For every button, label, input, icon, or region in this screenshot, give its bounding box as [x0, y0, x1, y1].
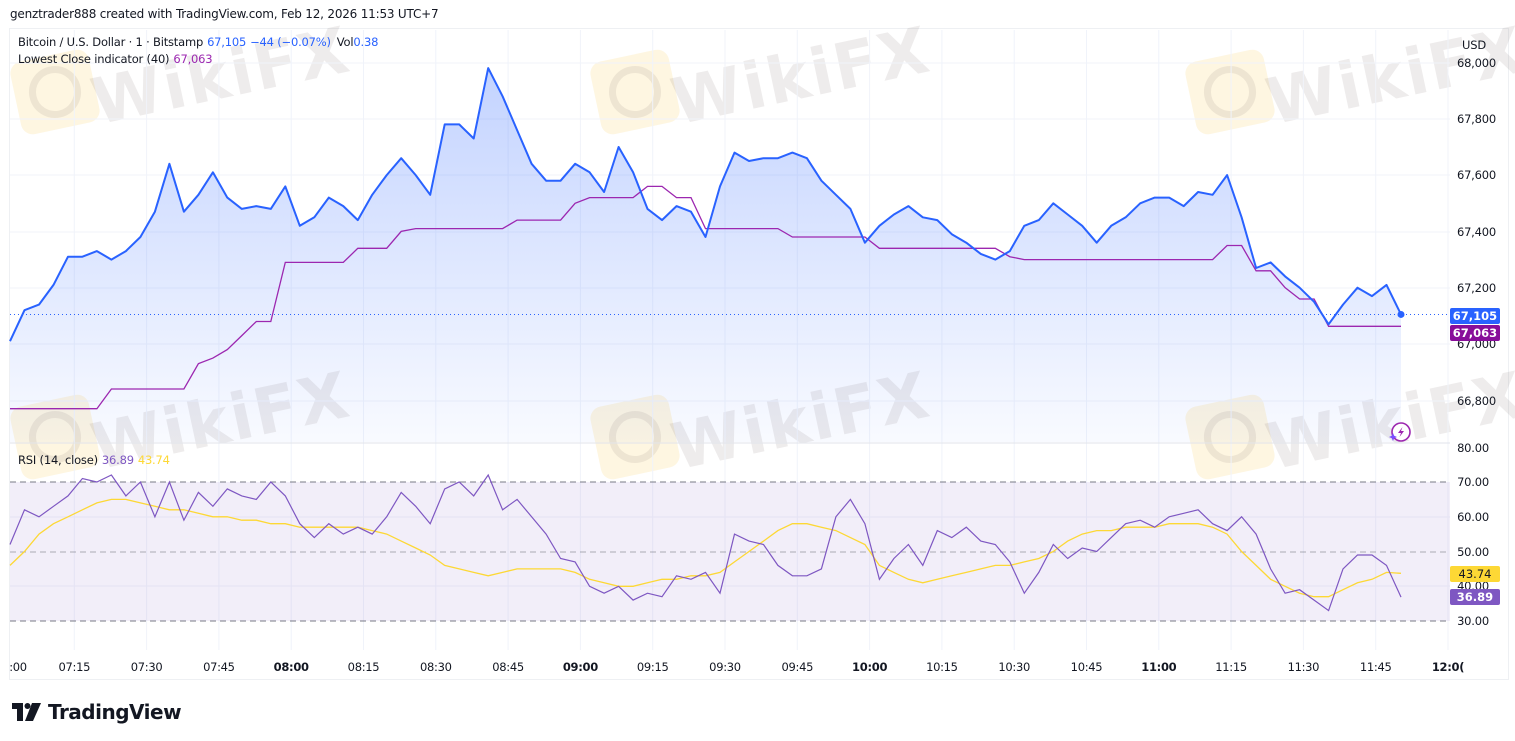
price-tick: 67,200	[1456, 281, 1496, 295]
tradingview-brand: TradingView	[48, 700, 182, 724]
rsi-ma-line	[9, 498, 1402, 598]
time-tick: 10:30	[998, 660, 1031, 674]
chart-caption: genztrader888 created with TradingView.c…	[10, 7, 439, 21]
time-tick: 10:45	[1070, 660, 1103, 674]
time-tick: :00	[9, 660, 27, 674]
rsi-tick: 80.00	[1457, 441, 1489, 455]
time-tick: 10:15	[926, 660, 958, 674]
chart-frame	[9, 28, 1509, 680]
price-change-value: −44 (−0.07%)	[250, 35, 331, 49]
indicator-name: Lowest Close indicator (40)	[18, 52, 170, 66]
time-tick: 07:45	[203, 660, 235, 674]
symbol-name: Bitcoin / U.S. Dollar · 1 · Bitstamp	[18, 35, 204, 49]
time-tick: 07:15	[58, 660, 91, 674]
last-price-value: 67,105	[207, 35, 247, 49]
rsi-tick: 30.00	[1457, 614, 1489, 628]
lightning-icon[interactable]	[1389, 422, 1411, 442]
rsi-line	[9, 473, 1402, 612]
last-price-dot	[1397, 310, 1405, 318]
time-tick: 08:15	[347, 660, 380, 674]
lowest-close-line	[10, 185, 1401, 410]
price-tick: 68,000	[1456, 56, 1496, 70]
last-price-badge: 67,105	[1450, 308, 1500, 324]
time-tick: 11:30	[1287, 660, 1320, 674]
volume-label: Vol	[336, 35, 354, 49]
time-tick: 08:00	[273, 660, 309, 674]
time-tick: 09:45	[781, 660, 814, 674]
rsi-legend[interactable]: RSI (14, close) 36.89 43.74	[18, 453, 170, 467]
time-tick: 08:30	[419, 660, 452, 674]
time-tick: 08:45	[492, 660, 524, 674]
indicator-legend[interactable]: Lowest Close indicator (40) 67,063	[18, 52, 213, 66]
rsi-tick: 50.00	[1457, 545, 1489, 559]
tradingview-logo[interactable]: TradingView	[12, 700, 182, 724]
time-tick: 11:45	[1359, 660, 1392, 674]
rsi-ma-badge: 43.74	[1450, 566, 1500, 582]
rsi-tick: 60.00	[1457, 510, 1489, 524]
rsi-ma-value: 43.74	[137, 453, 170, 467]
indicator-value: 67,063	[173, 52, 213, 66]
time-tick: 09:15	[636, 660, 669, 674]
time-tick: 11:15	[1215, 660, 1247, 674]
time-tick: 09:30	[709, 660, 741, 674]
price-tick: 67,600	[1456, 168, 1496, 182]
indicator-badge: 67,063	[1450, 325, 1500, 341]
time-tick: 07:30	[130, 660, 163, 674]
rsi-value: 36.89	[101, 453, 134, 467]
time-tick: 12:0(	[1431, 660, 1465, 674]
time-tick: 11:00	[1141, 660, 1177, 674]
volume-legend: Vol0.38	[336, 35, 379, 49]
symbol-legend[interactable]: Bitcoin / U.S. Dollar · 1 · Bitstamp 67,1…	[18, 35, 378, 49]
currency-label[interactable]: USD	[1462, 38, 1486, 52]
volume-value: 0.38	[353, 35, 379, 49]
time-tick: 09:00	[562, 660, 598, 674]
price-tick: 67,800	[1456, 112, 1496, 126]
tradingview-logo-icon	[12, 703, 41, 721]
price-tick: 66,800	[1456, 394, 1496, 408]
rsi-tick: 70.00	[1457, 475, 1489, 489]
price-line	[9, 67, 1402, 342]
time-tick: 10:00	[852, 660, 888, 674]
rsi-name: RSI (14, close)	[18, 453, 98, 467]
rsi-badge: 36.89	[1450, 589, 1500, 605]
price-tick: 67,400	[1456, 225, 1496, 239]
price-area	[10, 68, 1401, 442]
